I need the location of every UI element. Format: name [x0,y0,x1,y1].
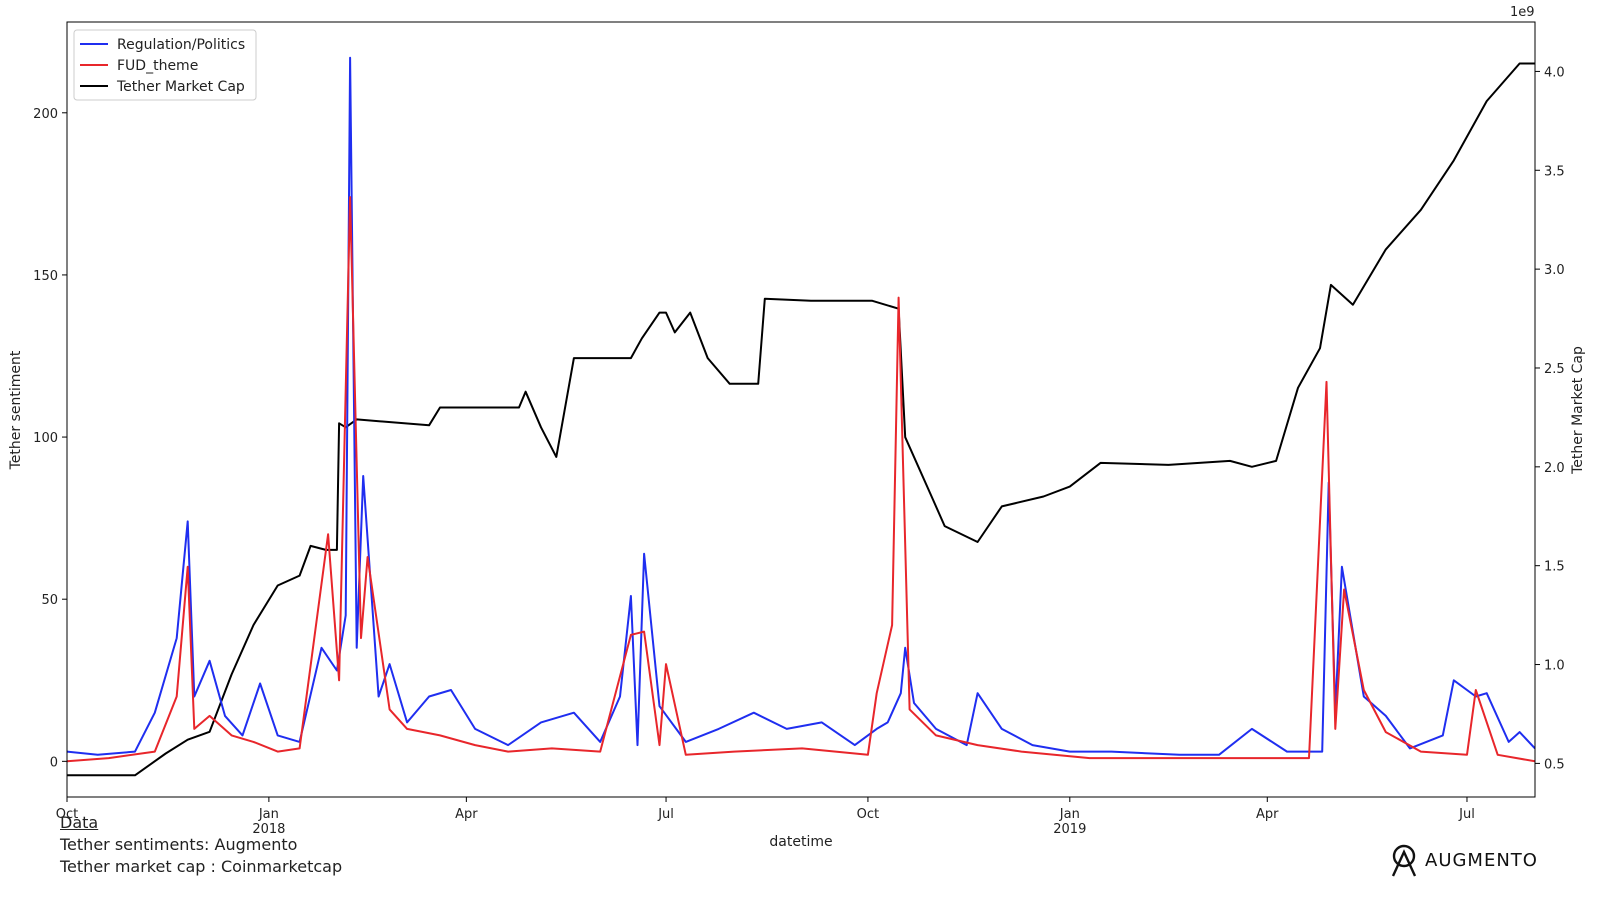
y-right-tick-label: 3.0 [1544,263,1565,278]
y-right-tick-label: 0.5 [1544,757,1565,772]
y-left-tick-label: 50 [41,593,58,608]
x-tick-label: Oct [857,807,879,822]
data-source-note: Data Tether sentiments: Augmento Tether … [60,812,342,878]
series-line-tether-market-cap [67,62,1535,777]
series-line-fud-theme [67,196,1535,763]
x-axis-label: datetime [769,834,832,850]
data-source-line-marketcap: Tether market cap : Coinmarketcap [60,857,343,876]
y-right-tick-label: 3.5 [1544,164,1565,179]
y-axis-label-left: Tether sentiment [8,350,24,470]
x-tick-label: Jan [1059,807,1080,822]
x-tick-label: Apr [1256,807,1279,822]
y-left-tick-label: 150 [33,269,58,284]
x-tick-label: Jul [1458,807,1475,822]
augmento-logo-icon [1391,844,1417,877]
x-tick-label: Jul [657,807,674,822]
y-axis-right: 0.5 1.0 1.5 2.0 2.5 3.0 3.5 4.0 [1535,65,1565,772]
series-layer [67,56,1535,777]
y-right-tick-label: 1.5 [1544,560,1565,575]
right-axis-multiplier: 1e9 [1510,5,1535,20]
y-axis-left: 0 50 100 150 200 [33,107,67,770]
x-tick-label: Jan [258,807,279,822]
y-left-tick-label: 0 [50,755,58,770]
legend-box [73,29,257,101]
y-left-tick-label: 100 [33,431,58,446]
plot-frame [66,21,1536,798]
y-right-tick-label: 4.0 [1544,65,1565,80]
legend-label-tether-market-cap: Tether Market Cap [116,79,245,95]
data-source-line-sentiment: Tether sentiments: Augmento [60,835,298,854]
x-tick-label: Apr [455,807,478,822]
y-right-tick-label: 1.0 [1544,659,1565,674]
brand-logo: AUGMENTO [1389,843,1538,877]
legend-label-regulation-politics: Regulation/Politics [117,37,245,53]
legend: Regulation/Politics FUD_theme Tether Marke… [73,29,257,101]
brand-name: AUGMENTO [1425,849,1538,871]
x-tick-year-label: 2019 [1053,822,1086,837]
x-tick-label: Oct [56,807,78,822]
y-left-tick-label: 200 [33,107,58,122]
y-right-tick-label: 2.0 [1544,461,1565,476]
y-axis-label-right: Tether Market Cap [1570,346,1586,475]
data-source-heading: Data [60,813,99,832]
y-right-tick-label: 2.5 [1544,362,1565,377]
x-tick-year-label: 2018 [252,822,285,837]
legend-label-fud-theme: FUD_theme [117,58,198,74]
